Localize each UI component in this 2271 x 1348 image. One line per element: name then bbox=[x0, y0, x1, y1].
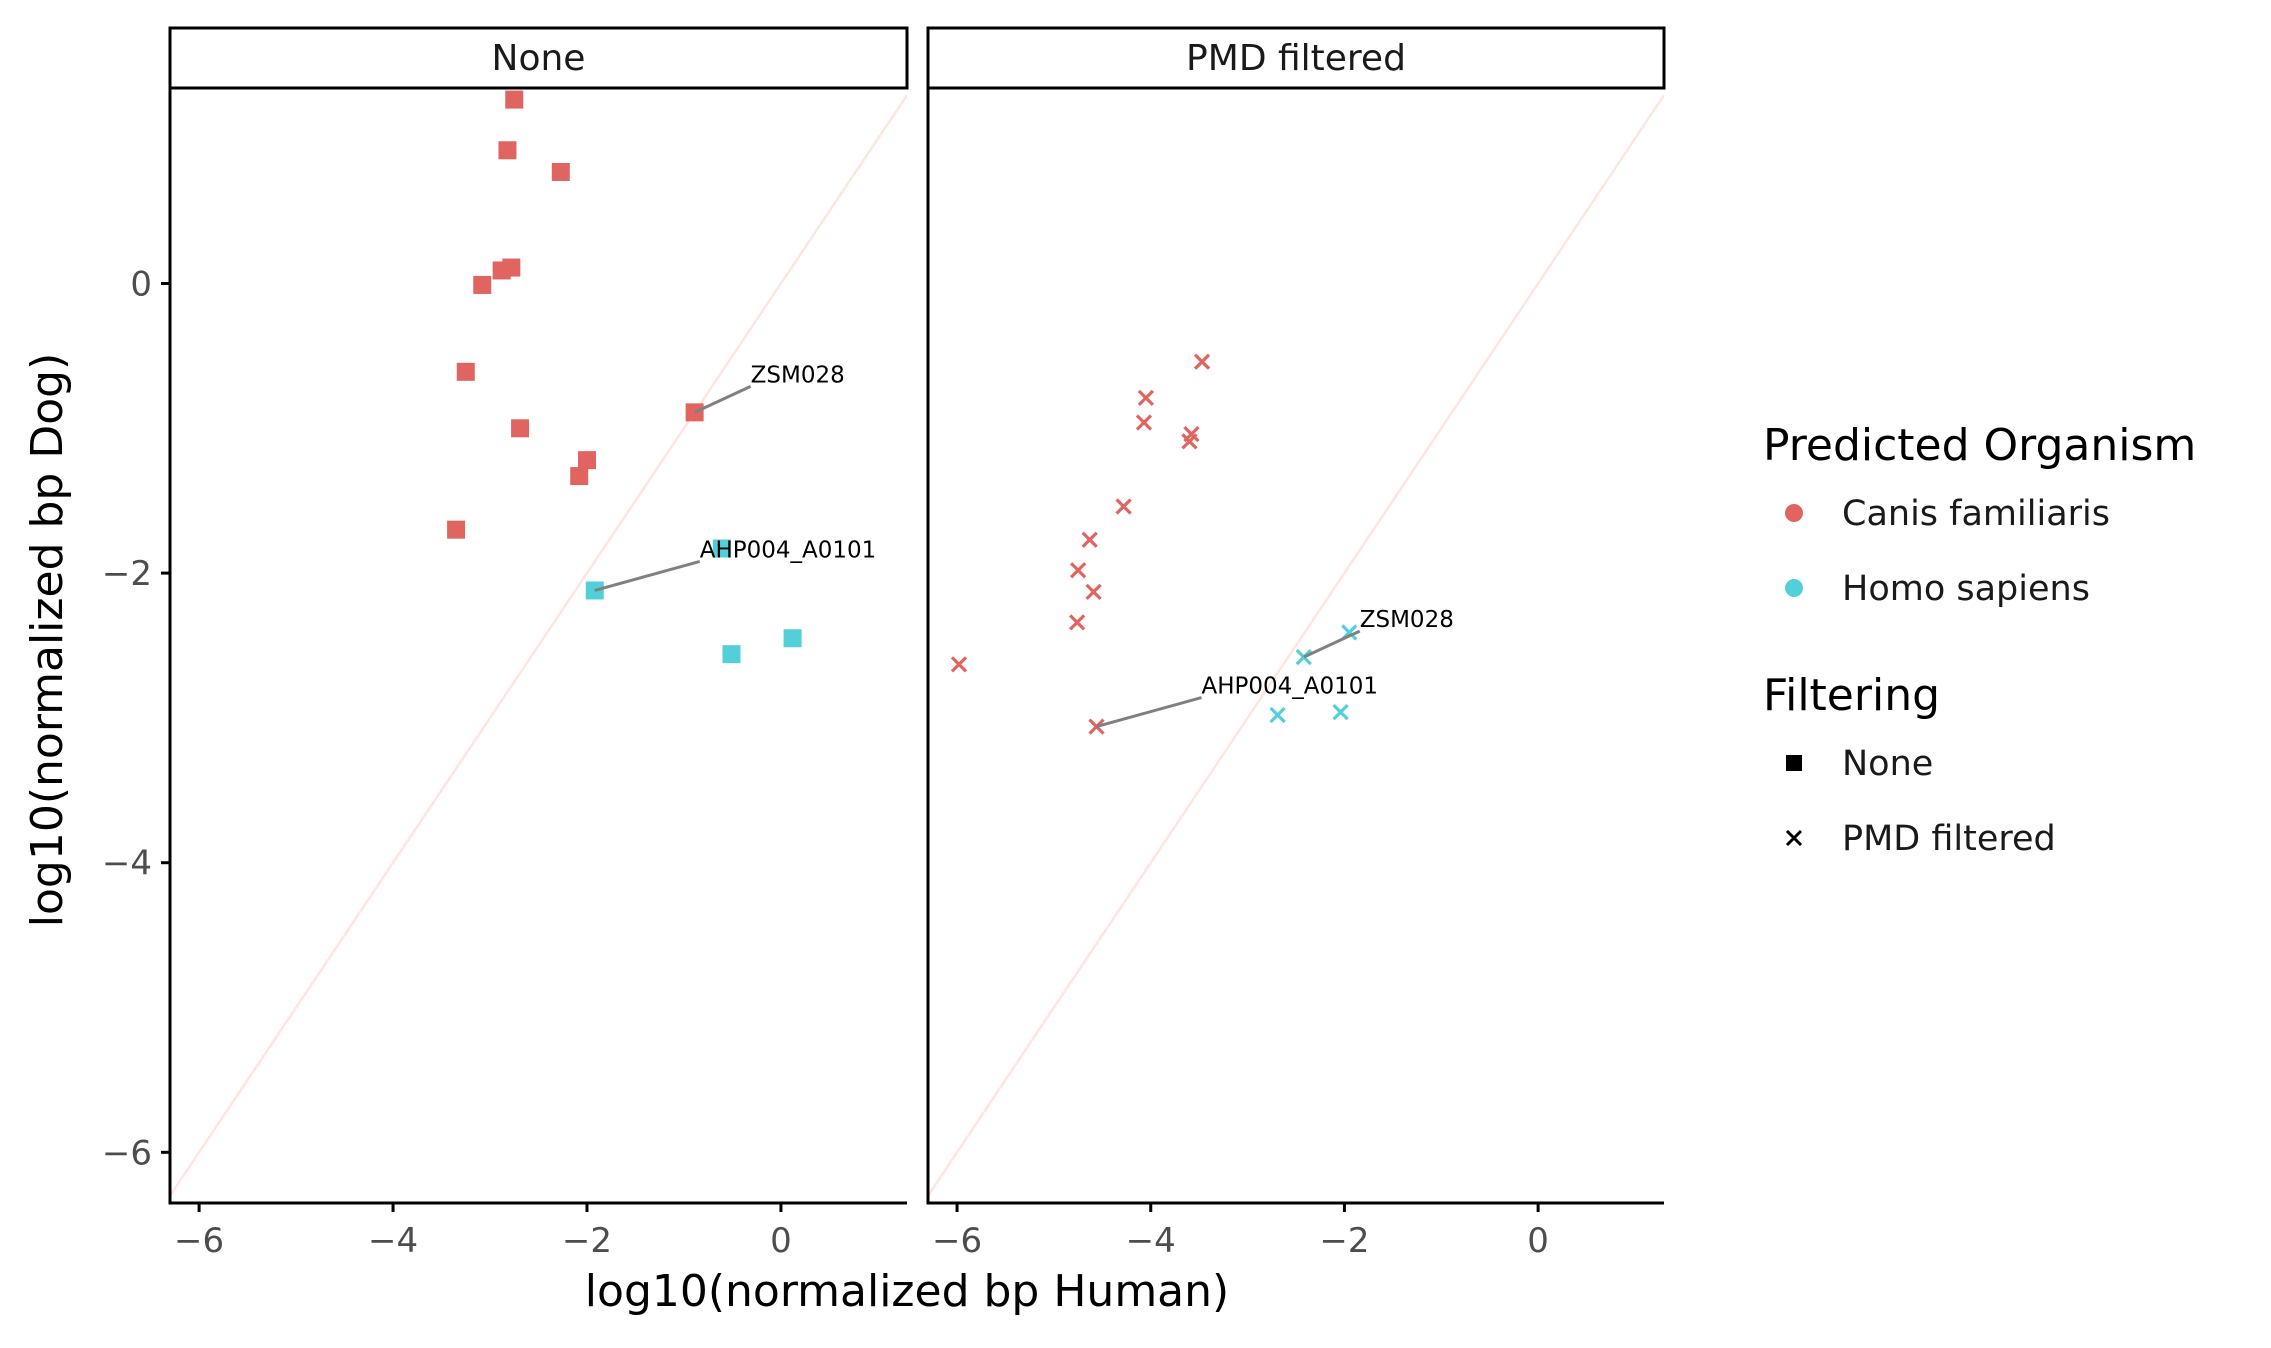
legend-key bbox=[1785, 829, 1803, 847]
x-axis-title: log10(normalized bp Human) bbox=[585, 1266, 1229, 1317]
data-point bbox=[712, 539, 731, 558]
legend-label: Canis familiaris bbox=[1842, 494, 2110, 534]
data-point bbox=[1269, 706, 1286, 724]
x-tick-label: 0 bbox=[1527, 1221, 1549, 1261]
legend: Predicted Organism Canis familiaris Homo s… bbox=[1763, 420, 2196, 859]
points bbox=[447, 90, 802, 664]
panel-1: PMD filtered −6 −4 −2 0 ZSM028 AHP004_A0101 bbox=[926, 26, 1666, 1261]
legend-title: Predicted Organism bbox=[1763, 420, 2196, 471]
annotation-label: ZSM028 bbox=[751, 362, 845, 388]
data-point bbox=[551, 162, 570, 181]
x-tick-label: −6 bbox=[174, 1221, 224, 1261]
facet-title: PMD filtered bbox=[1186, 38, 1406, 79]
data-point bbox=[505, 90, 524, 109]
legend-key bbox=[1785, 504, 1803, 522]
data-point bbox=[473, 275, 492, 294]
reference-line bbox=[170, 94, 907, 1197]
data-point bbox=[1069, 562, 1087, 579]
data-point bbox=[492, 261, 511, 280]
data-point bbox=[511, 419, 530, 438]
facet-strip bbox=[926, 26, 1666, 90]
facet-title: None bbox=[492, 38, 586, 79]
data-point bbox=[783, 629, 802, 648]
data-point bbox=[577, 451, 596, 470]
x-tick-label: −2 bbox=[562, 1221, 612, 1261]
data-point bbox=[570, 467, 589, 486]
x-tick-label: −4 bbox=[368, 1221, 418, 1261]
annotation-label: AHP004_A0101 bbox=[700, 537, 877, 563]
data-point bbox=[456, 362, 475, 381]
legend-key bbox=[1785, 579, 1803, 597]
panel-0: None −6 −4 −2 0 −6 −4 −2 0 ZSM028 AHP004_A0101 bbox=[102, 26, 909, 1261]
annotation-leader bbox=[1096, 696, 1202, 729]
legend-title: Filtering bbox=[1763, 670, 1940, 721]
legend-label: PMD filtered bbox=[1842, 819, 2056, 859]
points bbox=[950, 353, 1358, 735]
data-point bbox=[950, 656, 968, 673]
facet-strip bbox=[168, 26, 909, 90]
y-axis-title: log10(normalized bp Dog) bbox=[22, 353, 73, 927]
data-point bbox=[1181, 433, 1198, 450]
data-point bbox=[1137, 389, 1155, 407]
data-point bbox=[447, 520, 466, 539]
annotation-leader bbox=[693, 385, 752, 414]
legend-label: None bbox=[1842, 744, 1933, 784]
legend-label: Homo sapiens bbox=[1842, 569, 2090, 609]
reference-line bbox=[928, 94, 1664, 1197]
y-tick-label: −4 bbox=[102, 844, 152, 884]
data-point bbox=[1081, 531, 1098, 548]
annotation-label: AHP004_A0101 bbox=[1202, 674, 1379, 700]
y-tick-label: −6 bbox=[102, 1133, 152, 1173]
annotation-label: ZSM028 bbox=[1360, 607, 1454, 633]
annotation-leader bbox=[1303, 629, 1361, 659]
data-point bbox=[1085, 583, 1102, 601]
data-point bbox=[498, 141, 517, 160]
y-tick-label: 0 bbox=[130, 264, 152, 304]
data-point bbox=[1193, 353, 1211, 370]
x-tick-label: 0 bbox=[770, 1221, 792, 1261]
data-point bbox=[722, 645, 741, 664]
x-tick-label: −6 bbox=[932, 1221, 982, 1261]
x-tick-label: −4 bbox=[1126, 1221, 1176, 1261]
x-tick-label: −2 bbox=[1319, 1221, 1369, 1261]
data-point bbox=[1332, 703, 1349, 721]
data-point bbox=[1135, 414, 1153, 431]
data-point bbox=[1115, 498, 1132, 515]
data-point bbox=[1069, 614, 1086, 631]
legend-key bbox=[1786, 755, 1802, 771]
annotation-leader bbox=[594, 560, 701, 592]
y-tick-label: −2 bbox=[102, 554, 152, 594]
